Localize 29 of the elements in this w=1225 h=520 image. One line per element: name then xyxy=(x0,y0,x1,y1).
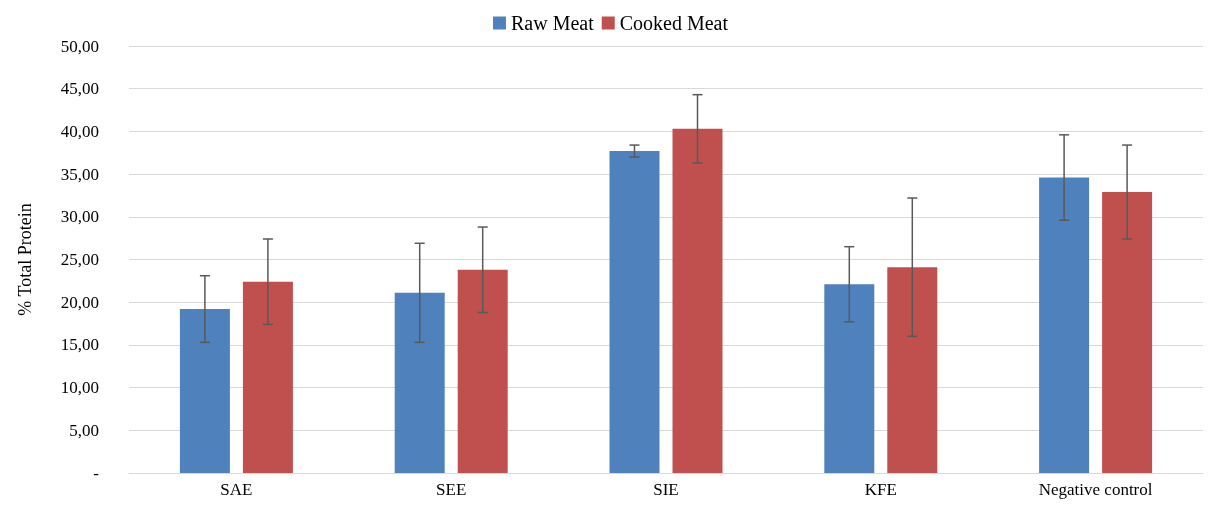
y-tick-label: 35,00 xyxy=(60,164,99,184)
y-tick-label: 15,00 xyxy=(60,335,99,355)
y-tick-label: 30,00 xyxy=(60,207,99,227)
bar xyxy=(887,267,938,473)
bar xyxy=(242,281,293,473)
x-tick-label: SEE xyxy=(436,480,467,499)
legend-label: Cooked Meat xyxy=(619,12,729,34)
y-tick-label: 25,00 xyxy=(60,250,99,269)
y-axis-title: % Total Protein xyxy=(15,203,35,316)
bar xyxy=(1102,192,1153,473)
y-tick-label: 10,00 xyxy=(60,378,99,398)
y-tick-label: 20,00 xyxy=(60,292,99,312)
y-tick-label: 45,00 xyxy=(60,79,99,99)
y-tick-label: 5,00 xyxy=(69,420,99,440)
legend-label: Raw Meat xyxy=(510,12,595,34)
bar xyxy=(824,284,875,473)
x-tick-label: Negative control xyxy=(1038,480,1153,499)
bar xyxy=(1039,177,1090,473)
bar xyxy=(457,269,508,473)
x-tick-label: KFE xyxy=(864,480,897,499)
x-tick-label: SIE xyxy=(653,480,679,499)
bar xyxy=(672,128,723,473)
bar xyxy=(179,309,230,473)
x-tick-label: SAE xyxy=(220,480,253,499)
y-tick-label: - xyxy=(93,463,100,483)
bar xyxy=(609,151,660,473)
bar xyxy=(394,292,445,473)
y-tick-label: 50,00 xyxy=(60,36,99,56)
y-tick-label: 40,00 xyxy=(60,121,99,141)
